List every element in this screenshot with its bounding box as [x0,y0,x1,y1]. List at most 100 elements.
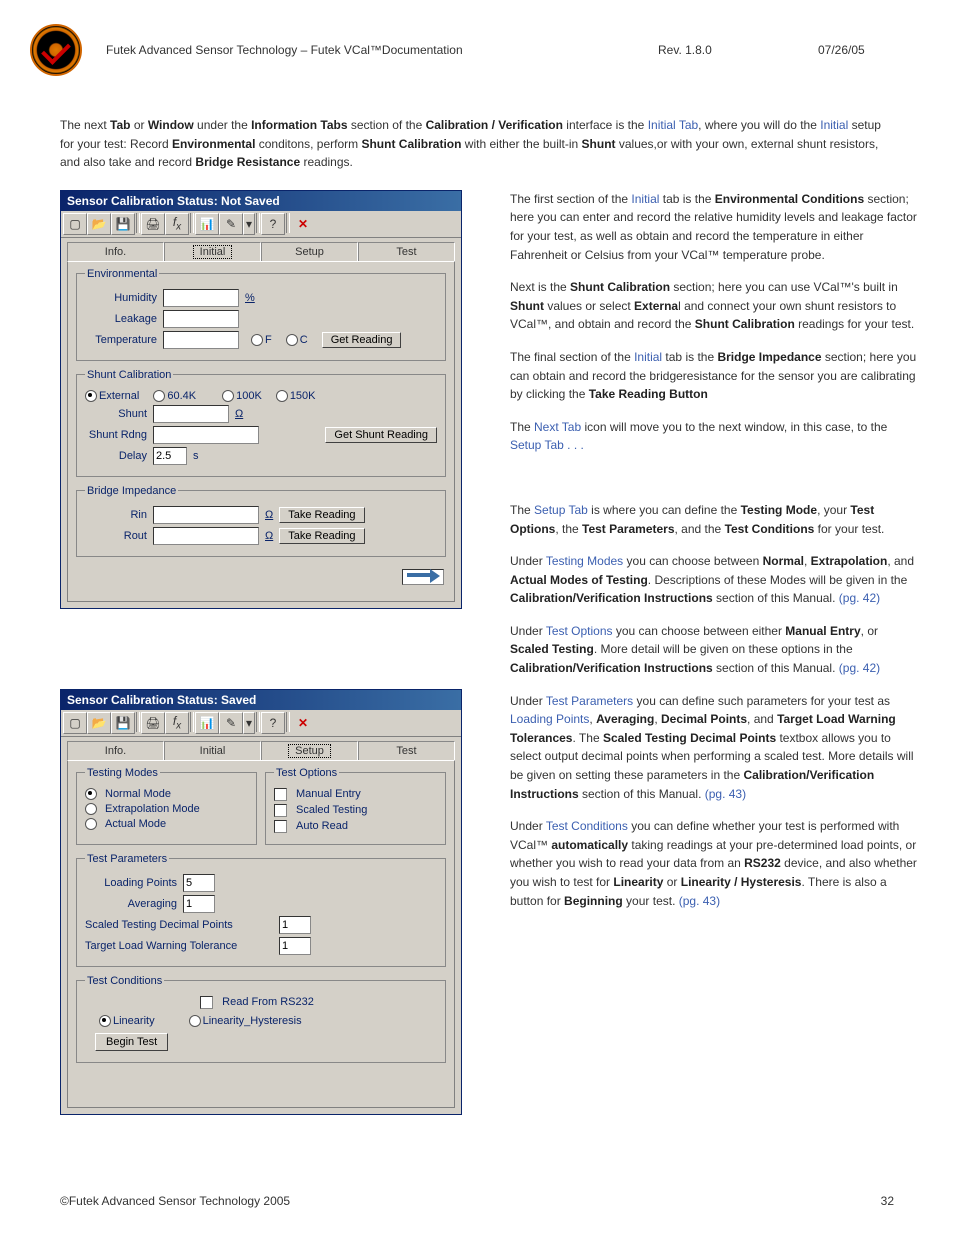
delay-input[interactable] [153,447,187,465]
lin-hyst-radio[interactable] [189,1015,201,1027]
initial-tab-link[interactable]: Initial Tab [648,118,698,132]
pg42-link-1[interactable]: (pg. 42) [839,591,880,605]
tab-info[interactable]: Info. [67,242,164,261]
scaled-testing-checkbox[interactable] [274,804,287,817]
fx-icon[interactable]: fx [165,712,189,734]
test-conditions-link[interactable]: Test Conditions [546,819,628,833]
save-icon[interactable]: 💾 [111,712,135,734]
save-icon[interactable]: 💾 [111,213,135,235]
test-parameters-fieldset: Test Parameters Loading Points Averaging… [76,853,446,967]
shunt-external-radio[interactable] [85,390,97,402]
initial-link-r2[interactable]: Initial [634,350,662,364]
rout-label: Rout [85,530,147,542]
fx-icon[interactable]: fx [165,213,189,235]
doc-date: 07/26/05 [818,43,918,57]
shunt-legend: Shunt Calibration [85,369,173,381]
rout-input[interactable] [153,527,259,545]
auto-read-checkbox[interactable] [274,820,287,833]
help-icon[interactable]: ? [261,712,285,734]
test-parameters-legend: Test Parameters [85,853,169,865]
next-tab-arrow-icon[interactable] [402,569,444,585]
sensor-cal-window-setup: Sensor Calibration Status: Saved ▢ 📂 💾 🖨… [60,689,462,1115]
shunt-rdng-input[interactable] [153,426,259,444]
test-options-legend: Test Options [274,767,339,779]
leakage-input[interactable] [163,310,239,328]
close-icon[interactable]: ✕ [291,712,315,734]
scaled-dp-input[interactable] [279,916,311,934]
chart-icon[interactable]: 📊 [195,712,219,734]
averaging-input[interactable] [183,895,215,913]
rin-input[interactable] [153,506,259,524]
target-tol-input[interactable] [279,937,311,955]
humidity-label: Humidity [85,292,157,304]
begin-test-button[interactable]: Begin Test [95,1033,168,1051]
initial-link-r1[interactable]: Initial [631,192,659,206]
actual-mode-radio[interactable] [85,818,97,830]
temp-c-radio[interactable] [286,334,298,346]
loading-points-link[interactable]: Loading Points [510,712,589,726]
setup-tab-link-2[interactable]: Setup Tab [534,503,588,517]
take-reading-rin-button[interactable]: Take Reading [279,507,364,523]
close-icon[interactable]: ✕ [291,213,315,235]
right-p-test-options: Under Test Options you can choose betwee… [510,622,918,678]
tab-initial[interactable]: Initial [164,242,261,261]
print-icon[interactable]: 🖨 [141,712,165,734]
shunt-604k-radio[interactable] [153,390,165,402]
right-p-env: The first section of the Initial tab is … [510,190,918,264]
pg42-link-2[interactable]: (pg. 42) [839,661,880,675]
tab-info-2[interactable]: Info. [67,741,164,760]
new-icon[interactable]: ▢ [63,712,87,734]
pg43-link-2[interactable]: (pg. 43) [679,894,720,908]
rs232-checkbox[interactable] [200,996,213,1009]
temp-f-radio[interactable] [251,334,263,346]
leakage-label: Leakage [85,313,157,325]
shunt-100k-radio[interactable] [222,390,234,402]
get-shunt-reading-button[interactable]: Get Shunt Reading [325,427,437,443]
normal-mode-radio[interactable] [85,788,97,800]
tab-test-2[interactable]: Test [358,741,455,760]
dropdown-icon[interactable]: ▾ [243,213,255,235]
extrap-mode-radio[interactable] [85,803,97,815]
linearity-radio[interactable] [99,1015,111,1027]
edit-icon[interactable]: ✎ [219,213,243,235]
testing-modes-link[interactable]: Testing Modes [546,554,623,568]
intro-paragraph: The next Tab or Window under the Informa… [60,116,888,172]
take-reading-rout-button[interactable]: Take Reading [279,528,364,544]
temperature-input[interactable] [163,331,239,349]
setup-tab-link[interactable]: Setup Tab . . . [510,438,584,452]
test-conditions-legend: Test Conditions [85,975,164,987]
test-parameters-link[interactable]: Test Parameters [546,694,633,708]
help-icon[interactable]: ? [261,213,285,235]
get-reading-button[interactable]: Get Reading [322,332,402,348]
doc-title: Futek Advanced Sensor Technology – Futek… [106,43,658,57]
shunt-input[interactable] [153,405,229,423]
initial-link[interactable]: Initial [820,118,848,132]
testing-modes-legend: Testing Modes [85,767,160,779]
environmental-fieldset: Environmental Humidity % Leakage Tempera… [76,268,446,361]
averaging-label: Averaging [85,898,177,910]
test-options-link[interactable]: Test Options [546,624,613,638]
pg43-link-1[interactable]: (pg. 43) [705,787,746,801]
print-icon[interactable]: 🖨 [141,213,165,235]
humidity-input[interactable] [163,289,239,307]
tab-setup-2[interactable]: Setup [261,741,358,760]
tab-setup[interactable]: Setup [261,242,358,261]
dropdown-icon[interactable]: ▾ [243,712,255,734]
chart-icon[interactable]: 📊 [195,213,219,235]
new-icon[interactable]: ▢ [63,213,87,235]
right-p-testing-modes: Under Testing Modes you can choose betwe… [510,552,918,608]
loading-points-input[interactable] [183,874,215,892]
manual-entry-checkbox[interactable] [274,788,287,801]
tab-initial-2[interactable]: Initial [164,741,261,760]
edit-icon[interactable]: ✎ [219,712,243,734]
window2-title: Sensor Calibration Status: Saved [61,690,461,710]
next-tab-link[interactable]: Next Tab [534,420,581,434]
tab-test[interactable]: Test [358,242,455,261]
delay-label: Delay [85,450,147,462]
shunt-150k-radio[interactable] [276,390,288,402]
open-icon[interactable]: 📂 [87,712,111,734]
window2-toolbar: ▢ 📂 💾 🖨 fx 📊 ✎ ▾ ? ✕ [61,710,461,737]
right-p-setup-intro: The Setup Tab is where you can define th… [510,501,918,538]
scaled-dp-label: Scaled Testing Decimal Points [85,919,265,931]
open-icon[interactable]: 📂 [87,213,111,235]
